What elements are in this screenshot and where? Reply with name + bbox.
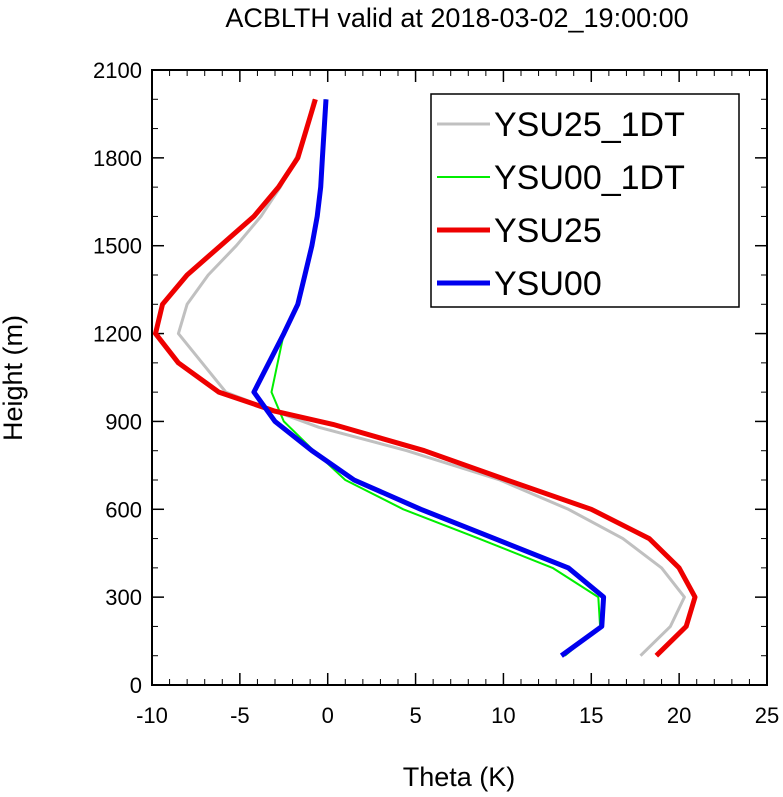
x-tick-label: -10: [136, 703, 168, 728]
legend-entry-label: YSU00: [494, 265, 602, 303]
y-tick-label: 900: [105, 409, 142, 434]
x-tick-label: 10: [491, 703, 515, 728]
x-axis-label: Theta (K): [403, 762, 516, 792]
series-line-ysu00: [251, 99, 607, 658]
x-tick-label: 25: [755, 703, 779, 728]
legend-entry-label: YSU25_1DT: [494, 106, 685, 144]
y-tick-label: 600: [105, 497, 142, 522]
legend-entry-label: YSU00_1DT: [494, 159, 685, 197]
axis-tick-labels: -10 -5 0 5 10 15 20 25 0 300 600 900 1200 1500 1800 210…: [93, 58, 779, 728]
legend: YSU25_1DT YSU00_1DT YSU25 YSU00: [430, 93, 740, 308]
y-axis-label: Height (m): [0, 315, 28, 441]
chart-title: ACBLTH valid at 2018-03-02_19:00:00: [225, 3, 688, 33]
legend-box: [430, 93, 740, 308]
y-tick-label: 1800: [93, 146, 142, 171]
y-tick-label: 300: [105, 585, 142, 610]
x-tick-label: -5: [230, 703, 250, 728]
x-tick-label: 20: [667, 703, 691, 728]
x-tick-label: 5: [409, 703, 421, 728]
series-line-ysu25: [153, 98, 698, 658]
x-tick-label: 0: [322, 703, 334, 728]
y-tick-label: 2100: [93, 58, 142, 83]
y-tick-label: 0: [130, 673, 142, 698]
y-tick-label: 1500: [93, 234, 142, 259]
axis-ticks: [151, 69, 768, 686]
series-lines: [153, 98, 698, 658]
x-tick-label: 15: [579, 703, 603, 728]
legend-entry-label: YSU25: [494, 212, 602, 250]
plot-frame: [151, 69, 768, 686]
y-tick-label: 1200: [93, 322, 142, 347]
